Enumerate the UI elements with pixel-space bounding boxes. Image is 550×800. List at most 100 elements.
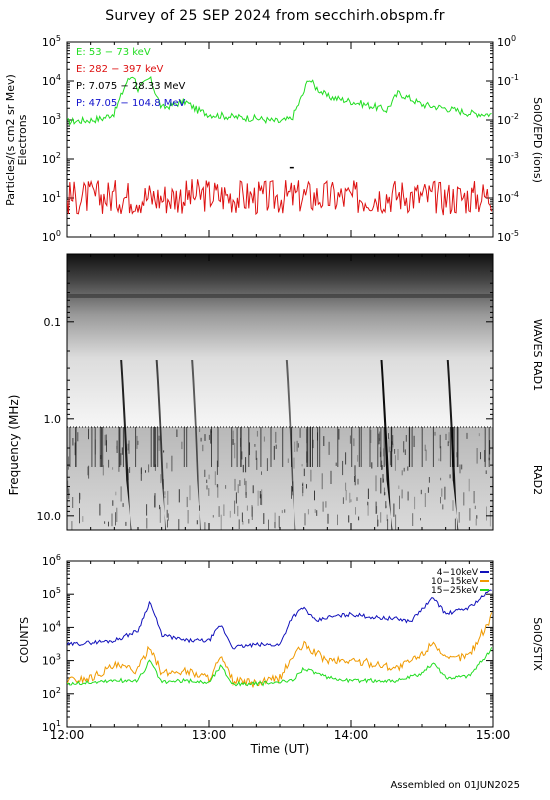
noise-streak xyxy=(284,509,286,513)
noise-streak xyxy=(164,495,166,499)
noise-streak xyxy=(216,460,218,475)
noise-streak xyxy=(256,430,258,437)
y2-tick-label: 10-4 xyxy=(497,190,519,205)
noise-streak xyxy=(424,493,426,507)
noise-streak xyxy=(327,513,329,524)
series-line xyxy=(67,179,493,216)
waves-x-axis xyxy=(66,254,494,530)
x-tick-label: 14:00 xyxy=(334,728,369,742)
noise-streak xyxy=(82,516,84,522)
noise-streak xyxy=(101,427,102,467)
noise-streak xyxy=(100,455,102,460)
waves-side-label-top: WAVES RAD1 xyxy=(531,319,544,391)
noise-streak xyxy=(449,427,451,467)
noise-streak xyxy=(449,474,451,479)
noise-streak xyxy=(140,467,142,474)
noise-streak xyxy=(104,434,106,446)
noise-streak xyxy=(232,438,234,445)
noise-streak xyxy=(186,496,188,508)
noise-streak xyxy=(330,470,332,484)
noise-streak xyxy=(389,446,391,452)
radio-burst xyxy=(155,360,167,530)
noise-streak xyxy=(328,441,330,455)
noise-streak xyxy=(140,468,142,481)
noise-streak xyxy=(380,427,382,467)
noise-streak xyxy=(424,444,426,451)
noise-streak xyxy=(367,502,369,516)
stix-ylabel: COUNTS xyxy=(18,617,31,663)
noise-streak xyxy=(88,465,90,479)
noise-streak xyxy=(378,438,380,444)
noise-streak xyxy=(399,495,400,510)
noise-streak xyxy=(291,485,292,499)
noise-streak xyxy=(377,519,379,527)
noise-streak xyxy=(259,491,261,499)
y-tick-label: 100 xyxy=(42,229,61,244)
noise-streak xyxy=(234,478,236,491)
noise-streak xyxy=(88,428,89,440)
noise-streak xyxy=(249,442,250,456)
y-tick-label: 101 xyxy=(42,719,61,734)
noise-streak xyxy=(461,464,463,470)
noise-streak xyxy=(376,506,378,514)
noise-streak xyxy=(200,437,202,442)
noise-streak xyxy=(167,519,168,528)
noise-streak xyxy=(294,441,296,452)
noise-streak xyxy=(74,442,76,456)
noise-streak xyxy=(325,501,327,508)
epd-ylabel-line2: Electrons xyxy=(16,114,29,165)
noise-streak xyxy=(386,514,388,521)
noise-streak xyxy=(241,512,243,522)
noise-streak xyxy=(355,507,356,515)
noise-streak xyxy=(217,484,219,498)
y-tick-label: 106 xyxy=(42,553,61,568)
noise-streak xyxy=(75,427,77,467)
noise-streak xyxy=(112,500,114,506)
noise-streak xyxy=(206,479,208,483)
noise-streak xyxy=(236,427,238,467)
rad1-band xyxy=(67,294,493,298)
noise-streak xyxy=(360,427,362,467)
noise-streak xyxy=(164,491,166,495)
noise-streak xyxy=(256,457,258,470)
noise-streak xyxy=(119,427,121,467)
noise-streak xyxy=(116,507,118,522)
noise-streak xyxy=(248,519,250,524)
noise-streak xyxy=(421,427,423,467)
noise-streak xyxy=(319,427,321,467)
noise-streak xyxy=(122,427,124,467)
noise-streak xyxy=(153,427,155,467)
y-tick-label: 105 xyxy=(42,34,61,49)
noise-streak xyxy=(102,427,104,467)
noise-streak xyxy=(312,427,313,467)
noise-streak xyxy=(375,501,377,514)
noise-streak xyxy=(382,474,384,483)
noise-streak xyxy=(202,444,204,452)
noise-streak xyxy=(448,432,450,443)
series-line xyxy=(67,647,493,687)
noise-streak xyxy=(210,429,212,444)
noise-streak xyxy=(136,435,138,449)
noise-streak xyxy=(380,477,382,494)
noise-streak xyxy=(427,487,429,493)
noise-streak xyxy=(302,482,304,493)
noise-streak xyxy=(154,464,156,471)
noise-streak xyxy=(237,505,239,517)
noise-streak xyxy=(234,500,236,514)
noise-streak xyxy=(383,478,384,483)
noise-streak xyxy=(445,433,447,440)
noise-streak xyxy=(440,497,441,504)
noise-streak xyxy=(266,458,268,471)
noise-streak xyxy=(323,436,325,446)
y-tick-label: 101 xyxy=(42,190,61,205)
noise-streak xyxy=(439,434,441,449)
noise-streak xyxy=(392,443,394,448)
noise-streak xyxy=(398,485,400,489)
noise-streak xyxy=(440,477,442,481)
noise-streak xyxy=(293,457,295,469)
epd-legend: E: 53 − 73 keV E: 282 − 397 keV P: 7.075 −… xyxy=(76,47,186,109)
noise-streak xyxy=(154,495,156,508)
noise-streak xyxy=(261,489,263,506)
noise-streak xyxy=(122,503,124,507)
